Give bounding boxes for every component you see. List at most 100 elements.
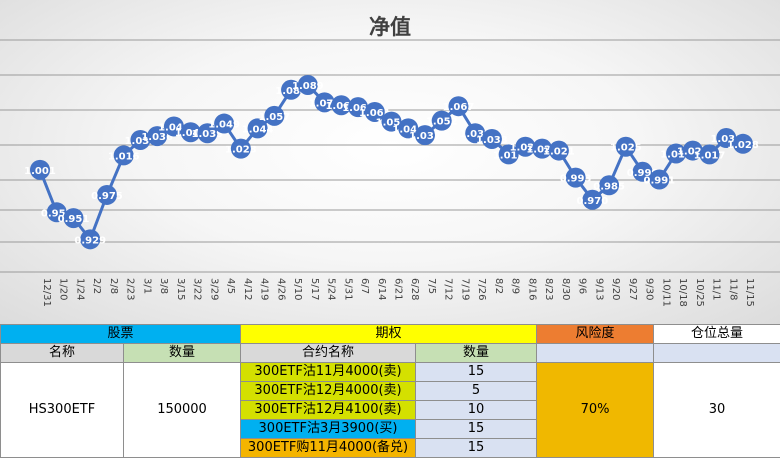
data-point bbox=[565, 167, 586, 188]
data-label: 1.023 bbox=[526, 145, 558, 156]
x-tick-label: 9/6 bbox=[577, 278, 588, 294]
data-label: 1.025 bbox=[510, 143, 542, 154]
data-label: 1.017 bbox=[694, 150, 726, 161]
x-tick-label: 9/27 bbox=[627, 278, 638, 300]
data-point bbox=[481, 128, 502, 149]
x-tick-label: 5/31 bbox=[342, 278, 353, 300]
data-label: 1.066 bbox=[342, 103, 374, 114]
x-tick-label: 9/20 bbox=[610, 278, 621, 300]
contract-name-cell: 300ETF沽12月4000(卖) bbox=[240, 381, 417, 401]
data-label: 1.018 bbox=[660, 149, 692, 160]
contract-quantity-cell: 15 bbox=[415, 438, 538, 458]
contract-quantity-header: 数量 bbox=[415, 343, 538, 363]
table-row: 300ETF沽12月4000(卖) 5 bbox=[1, 381, 780, 401]
data-point bbox=[465, 123, 486, 144]
data-label: 1.021 bbox=[543, 147, 575, 158]
data-point bbox=[163, 116, 184, 137]
data-label: 0.929 bbox=[74, 235, 106, 246]
x-tick-label: 2/8 bbox=[108, 278, 119, 294]
data-label: 0.951 bbox=[58, 214, 90, 225]
x-tick-label: 7/12 bbox=[443, 278, 454, 300]
contract-quantity-cell: 15 bbox=[415, 419, 538, 439]
x-tick-label: 8/9 bbox=[510, 278, 521, 294]
data-point bbox=[130, 129, 151, 150]
data-label: 1.049 bbox=[208, 120, 240, 131]
x-tick-label: 11/15 bbox=[744, 278, 755, 307]
x-tick-label: 6/28 bbox=[409, 278, 420, 300]
series-line bbox=[38, 83, 744, 243]
data-point bbox=[448, 96, 469, 117]
data-label: 1.039 bbox=[192, 129, 224, 140]
data-label: 1.036 bbox=[141, 132, 173, 143]
x-tick-label: 8/2 bbox=[493, 278, 504, 294]
data-label: 0.975 bbox=[91, 191, 123, 202]
x-tick-label: 8/23 bbox=[543, 278, 554, 300]
data-label: 1.025 bbox=[610, 143, 642, 154]
x-tick-label: 3/22 bbox=[192, 278, 203, 300]
data-label: 0.991 bbox=[643, 176, 675, 187]
chart-title: 净值 bbox=[369, 15, 411, 39]
data-point bbox=[532, 138, 553, 159]
nav-line-chart: 净值 1.0010.9570.9510.9290.9751.0161.0321.… bbox=[0, 15, 780, 307]
stock-quantity-cell: 150000 bbox=[122, 362, 242, 458]
data-label: 1.028 bbox=[727, 140, 759, 151]
data-label: 1.089 bbox=[292, 81, 324, 92]
data-label: 0.999 bbox=[627, 168, 659, 179]
x-tick-label: 4/19 bbox=[259, 278, 270, 300]
data-label: 1.037 bbox=[409, 131, 441, 142]
data-point bbox=[80, 229, 101, 250]
x-tick-label: 3/1 bbox=[141, 278, 152, 294]
position-header: 仓位总量 bbox=[653, 324, 780, 344]
data-point bbox=[381, 111, 402, 132]
data-label: 1.033 bbox=[476, 135, 508, 146]
data-label: 1.046 bbox=[158, 122, 190, 133]
data-point bbox=[548, 140, 569, 161]
data-point bbox=[398, 118, 419, 139]
data-label: 1.084 bbox=[275, 86, 307, 97]
x-tick-label: 6/21 bbox=[393, 278, 404, 300]
sub-header-row: 名称 数量 合约名称 数量 bbox=[0, 343, 780, 363]
risk-value-cell: 70% bbox=[536, 362, 655, 458]
x-tick-label: 2/2 bbox=[91, 278, 102, 294]
stock-group-header: 股票 bbox=[0, 324, 242, 344]
data-point bbox=[348, 97, 369, 118]
x-tick-label: 11/8 bbox=[727, 278, 738, 300]
data-label: 1.052 bbox=[426, 117, 458, 128]
data-point bbox=[281, 79, 302, 100]
data-label: 1.044 bbox=[392, 124, 424, 135]
x-tick-label: 9/13 bbox=[593, 278, 604, 300]
series-polyline bbox=[38, 83, 744, 243]
data-point bbox=[30, 159, 50, 180]
table-row: 300ETF购11月4000(备兑) 15 bbox=[1, 438, 780, 458]
contract-quantity-cell: 10 bbox=[415, 400, 538, 420]
risk-subheader-blank bbox=[536, 343, 655, 363]
data-point bbox=[331, 95, 352, 116]
x-tick-label: 10/25 bbox=[694, 278, 705, 307]
data-point bbox=[599, 175, 620, 196]
x-tick-label: 12/31 bbox=[41, 278, 52, 307]
x-tick-label: 4/5 bbox=[225, 278, 236, 294]
data-point bbox=[247, 118, 268, 139]
contract-name-cell: 300ETF购11月4000(备兑) bbox=[240, 438, 417, 458]
nav-chart: 净值 1.001 0.957 0.951 0.929 0.975 1.016 1.032 1.… bbox=[0, 0, 780, 325]
data-point bbox=[364, 101, 385, 122]
chart-gridlines bbox=[0, 39, 780, 273]
x-tick-label: 5/24 bbox=[326, 278, 337, 300]
data-label: 1.032 bbox=[125, 136, 157, 147]
x-tick-label: 5/17 bbox=[309, 278, 320, 300]
table-row: 300ETF沽12月4100(卖) 10 bbox=[1, 400, 780, 420]
data-point bbox=[46, 202, 67, 223]
x-tick-label: 7/5 bbox=[426, 278, 437, 294]
x-tick-label: 1/20 bbox=[58, 278, 69, 300]
data-label: 1.021 bbox=[677, 147, 709, 158]
stock-name-cell: HS300ETF bbox=[0, 362, 124, 458]
data-label: 1.044 bbox=[242, 124, 274, 135]
stock-name-header: 名称 bbox=[0, 343, 124, 363]
data-point bbox=[96, 184, 117, 205]
data-point bbox=[582, 189, 603, 210]
x-tick-label: 5/10 bbox=[292, 278, 303, 300]
data-label: 1.039 bbox=[459, 129, 491, 140]
group-header-row: 股票 期权 风险度 仓位总量 bbox=[0, 324, 780, 344]
data-point bbox=[716, 128, 737, 149]
data-point bbox=[515, 136, 536, 157]
